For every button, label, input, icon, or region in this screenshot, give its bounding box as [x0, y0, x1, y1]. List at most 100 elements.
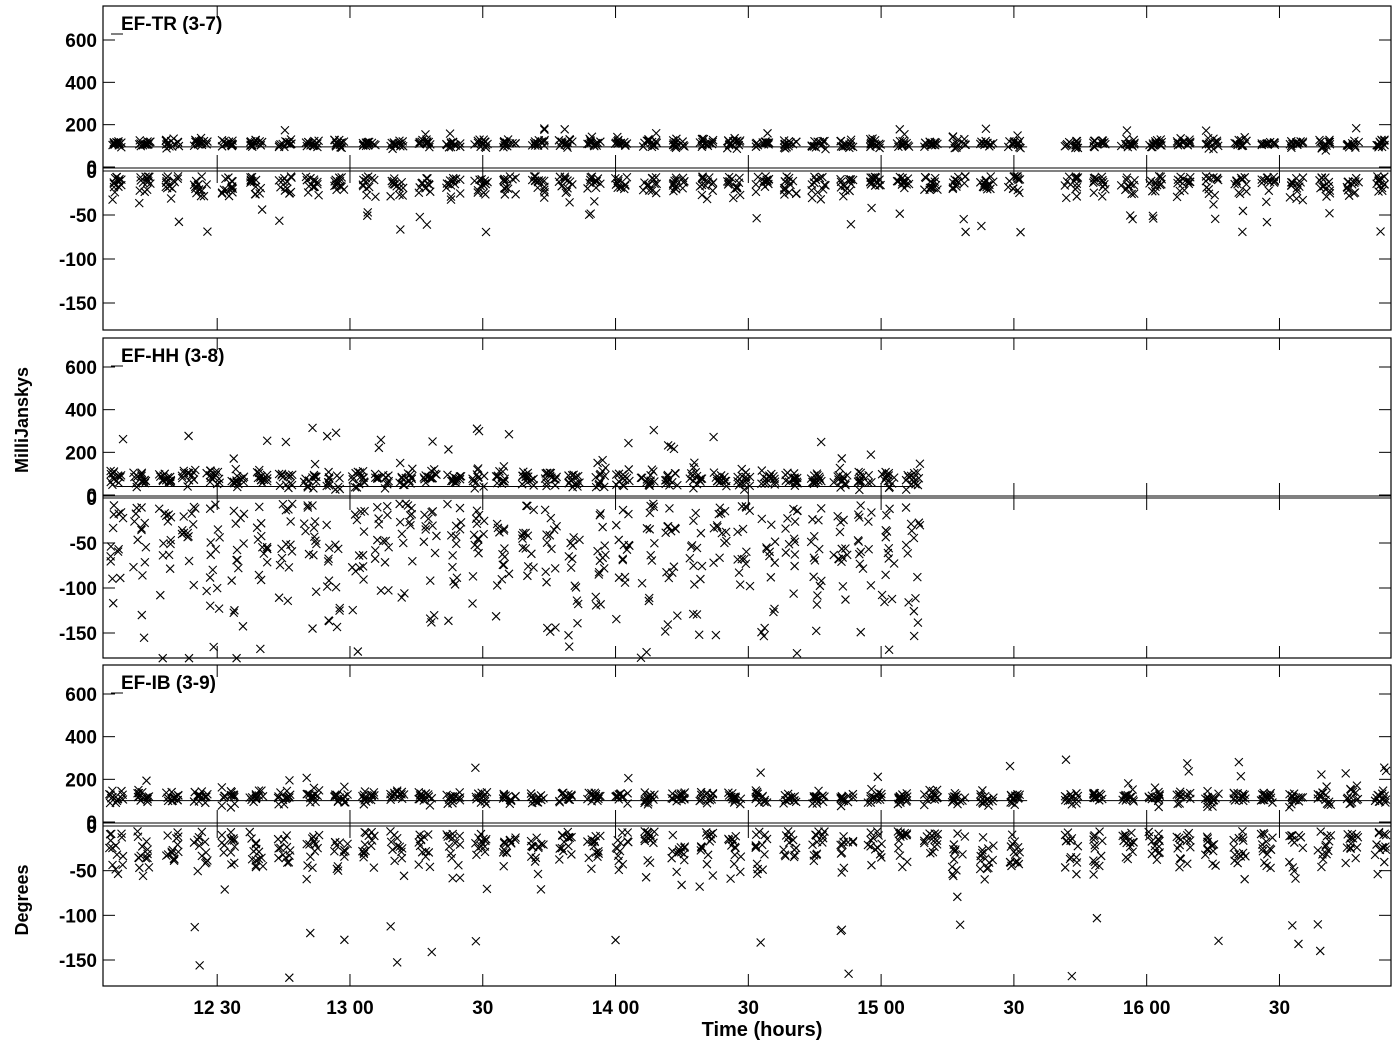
phase-point — [1258, 843, 1268, 853]
phase-point — [299, 519, 309, 529]
amplitude-point — [276, 788, 285, 797]
phase-point — [1061, 193, 1071, 203]
phase-point — [1185, 172, 1195, 182]
phase-point — [759, 176, 769, 186]
amplitude-point — [282, 786, 292, 796]
phase-point — [285, 851, 294, 861]
phase-point — [619, 184, 629, 194]
amplitude-point — [1317, 143, 1327, 153]
phase-point — [671, 184, 681, 194]
amplitude-point — [541, 469, 551, 478]
phase-point — [820, 827, 829, 836]
amplitude-point — [188, 467, 198, 477]
amplitude-point — [420, 474, 429, 484]
amplitude-point — [285, 776, 294, 785]
phase-point — [1287, 921, 1297, 930]
phase-point — [839, 515, 848, 525]
amplitude-point — [539, 793, 548, 803]
phase-point — [614, 865, 624, 875]
phase-point — [455, 831, 465, 841]
phase-axis-label: Degrees — [12, 864, 32, 935]
phase-point — [450, 580, 460, 589]
phase-point — [236, 513, 245, 523]
amplitude-point — [671, 137, 681, 147]
amplitude-point — [277, 469, 287, 479]
phase-point — [1343, 177, 1353, 187]
phase-point — [498, 549, 507, 559]
phase-point — [193, 866, 203, 876]
phase-point — [770, 604, 779, 614]
phase-point — [1016, 227, 1025, 237]
phase-point — [430, 548, 440, 558]
phase-point — [713, 522, 722, 532]
phase-point — [1373, 869, 1383, 879]
phase-point — [1203, 834, 1213, 843]
phase-point — [1089, 870, 1099, 879]
phase-point — [274, 844, 284, 853]
phase-point — [471, 936, 481, 946]
phase-point — [1381, 842, 1390, 851]
phase-point — [311, 587, 321, 597]
phase-point — [333, 861, 343, 871]
amplitude-point — [1268, 798, 1277, 807]
amplitude-point — [984, 141, 994, 151]
amplitude-point — [809, 142, 819, 151]
phase-point — [1071, 174, 1080, 184]
phase-point — [196, 191, 206, 201]
phase-point — [197, 827, 207, 837]
y-tick-label: -150 — [59, 624, 97, 645]
amplitude-point — [481, 143, 491, 153]
phase-point — [443, 499, 452, 509]
amplitude-point — [356, 472, 366, 481]
amplitude-point — [498, 467, 508, 477]
phase-point — [414, 860, 424, 869]
phase-point — [882, 510, 891, 520]
amplitude-point — [816, 437, 826, 447]
phase-point — [930, 173, 940, 183]
phase-point — [417, 847, 427, 857]
phase-point — [256, 575, 266, 585]
amplitude-point — [1241, 136, 1251, 146]
phase-point — [866, 841, 875, 851]
amplitude-point — [211, 467, 220, 477]
y-tick-label: 0 — [86, 162, 97, 183]
phase-point — [134, 198, 144, 208]
amplitude-point — [919, 800, 929, 810]
phase-point — [806, 537, 816, 547]
phase-point — [1209, 200, 1218, 209]
phase-point — [421, 522, 431, 531]
phase-point — [474, 833, 483, 843]
phase-point — [614, 535, 624, 545]
amplitude-point — [179, 466, 189, 476]
amplitude-point — [286, 478, 296, 488]
phase-point — [369, 175, 379, 185]
phase-point — [753, 172, 763, 182]
amplitude-point — [1121, 796, 1131, 805]
phase-point — [784, 176, 793, 186]
phase-point — [1343, 829, 1353, 839]
phase-point — [751, 830, 761, 840]
amplitude-point — [305, 798, 315, 807]
phase-point — [622, 172, 632, 182]
phase-point — [715, 553, 725, 563]
phase-point — [807, 193, 817, 203]
phase-point — [301, 526, 310, 536]
amplitude-point — [142, 776, 151, 786]
phase-point — [206, 538, 216, 547]
amplitude-point — [689, 463, 698, 472]
phase-point — [424, 179, 434, 189]
amplitude-point — [1325, 137, 1335, 147]
phase-point — [915, 520, 925, 530]
phase-point — [723, 180, 733, 189]
phase-point — [330, 838, 340, 847]
phase-point — [309, 523, 319, 533]
phase-point — [835, 527, 845, 537]
phase-point — [1204, 189, 1214, 199]
phase-point — [893, 843, 903, 853]
phase-point — [479, 529, 489, 539]
amplitude-point — [642, 475, 652, 484]
amplitude-point — [895, 124, 905, 134]
amplitude-point — [909, 473, 919, 483]
amplitude-point — [415, 791, 425, 800]
phase-point — [1150, 186, 1160, 196]
